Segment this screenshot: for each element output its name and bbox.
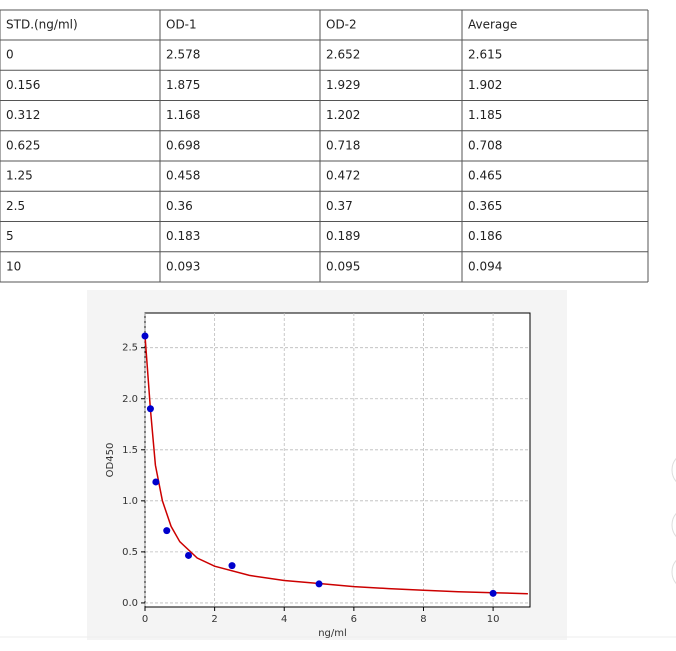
plot-area: [144, 312, 531, 608]
table-cell: 0.312: [6, 108, 40, 122]
table-cell: 0.625: [6, 138, 40, 152]
data-point: [152, 478, 160, 486]
table-cell: 0.465: [468, 169, 502, 183]
table-cell: 0.698: [166, 138, 200, 152]
data-point: [228, 562, 236, 570]
y-tick-label: 2.5: [122, 343, 138, 354]
table-cell: 1.929: [326, 78, 360, 92]
y-tick-label: 1.5: [122, 445, 138, 456]
side-button[interactable]: [671, 507, 676, 543]
x-axis-label: ng/ml: [318, 628, 347, 639]
table-cell: 0.183: [166, 229, 200, 243]
x-tick-label: 0: [142, 614, 148, 625]
table-cell: 0.37: [326, 199, 353, 213]
table-cell: 0.186: [468, 229, 502, 243]
table-cell: 0.472: [326, 169, 360, 183]
table-cell: 0: [6, 48, 14, 62]
y-tick-label: 1.0: [122, 496, 138, 507]
fit-curve: [144, 335, 528, 595]
x-tick-label: 8: [420, 614, 426, 625]
table: STD.(ng/ml) OD-1 OD-2 Average 0 2.578 2.652 2.6…: [0, 9, 649, 283]
data-point: [185, 551, 193, 559]
table-cell: 1.168: [166, 108, 200, 122]
table-cell: 1.185: [468, 108, 502, 122]
x-tick-label: 2: [211, 614, 217, 625]
table-cell: 0.718: [326, 138, 360, 152]
table-cell: 0.458: [166, 169, 200, 183]
y-tick-label: 0.0: [122, 598, 138, 609]
side-button[interactable]: [671, 554, 676, 590]
table-cell: 0.189: [326, 229, 360, 243]
table-cell: 2.615: [468, 48, 502, 62]
data-point: [489, 589, 497, 597]
table-cell: 2.652: [326, 48, 360, 62]
table-cell: 2.578: [166, 48, 200, 62]
table-cell: 0.095: [326, 259, 360, 273]
x-tick-label: 10: [487, 614, 500, 625]
table-cell: 1.875: [166, 78, 200, 92]
y-tick-label: 2.0: [122, 394, 138, 405]
side-button[interactable]: [671, 452, 676, 488]
table-cell: 5: [6, 229, 14, 243]
table-cell: 0.708: [468, 138, 502, 152]
y-tick-label: 0.5: [122, 547, 138, 558]
table-cell: 10: [6, 259, 21, 273]
table-header: OD-1: [166, 18, 197, 32]
table-cell: 1.202: [326, 108, 360, 122]
x-tick-label: 6: [351, 614, 357, 625]
table-cell: 0.156: [6, 78, 40, 92]
data-point: [141, 332, 149, 340]
y-axis-label: OD450: [105, 443, 116, 478]
table-header: OD-2: [326, 18, 357, 32]
table-cell: 1.902: [468, 78, 502, 92]
table-cell: 1.25: [6, 169, 33, 183]
table-header: STD.(ng/ml): [6, 18, 78, 32]
data-point: [163, 527, 171, 535]
table-header: Average: [468, 18, 517, 32]
chart: 0 2 4 6 8 10 0.0 0.5 1.0 1.5 2.0 2.5 ng/ml OD450: [105, 313, 530, 639]
data-point: [315, 580, 323, 588]
data-point: [146, 405, 154, 413]
table-cell: 0.093: [166, 259, 200, 273]
table-cell: 2.5: [6, 199, 25, 213]
table-cell: 0.365: [468, 199, 502, 213]
table-cell: 0.094: [468, 259, 502, 273]
x-tick-label: 4: [281, 614, 287, 625]
table-cell: 0.36: [166, 199, 193, 213]
